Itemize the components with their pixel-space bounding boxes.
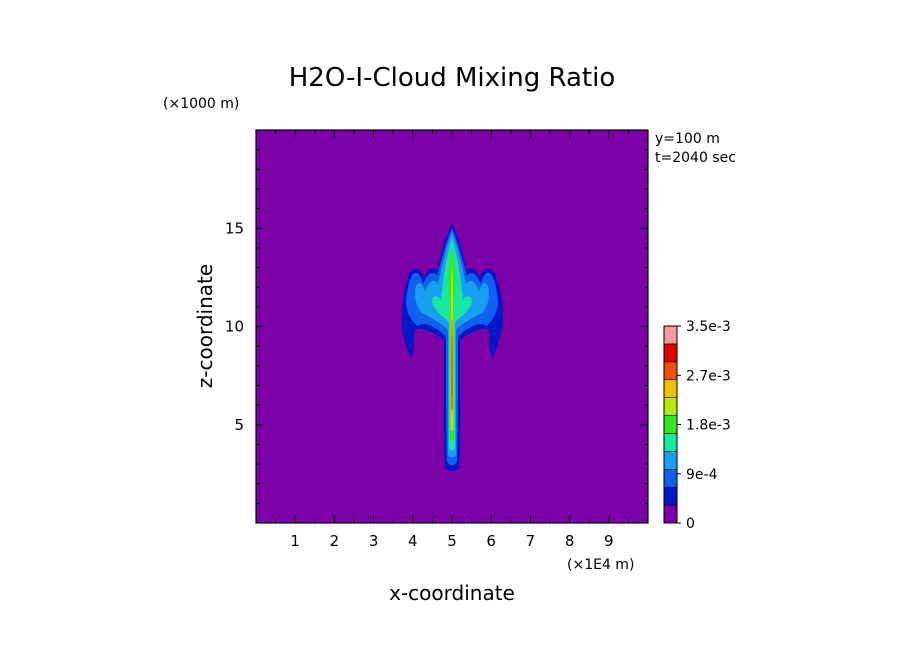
colorbar-tick-label: 9e-4: [686, 467, 718, 483]
y-tick-label: 15: [225, 219, 244, 237]
x-tick-label: 1: [290, 532, 300, 550]
annotation-time: t=2040 sec: [655, 150, 736, 166]
chart-title: H2O-I-Cloud Mixing Ratio: [289, 63, 616, 93]
plot-area: [255, 129, 649, 524]
colorbar-segment: [663, 415, 678, 434]
colorbar-tick-labels: 0 9e-4 1.8e-3 2.7e-3 3.5e-3: [677, 319, 731, 532]
x-tick-label: 9: [604, 532, 614, 550]
x-tick-label: 6: [486, 532, 496, 550]
axis-ticks: [255, 129, 649, 524]
contour-level-9: [451, 335, 453, 395]
x-tick-label: 3: [369, 532, 379, 550]
x-unit-label: (×1E4 m): [567, 557, 634, 573]
colorbar-segment: [663, 325, 678, 345]
x-tick-label: 8: [565, 532, 575, 550]
colorbar-segment: [663, 361, 678, 381]
colorbar-tick-label: 2.7e-3: [686, 368, 731, 384]
colorbar-segment: [663, 504, 678, 524]
colorbar-tick-label: 1.8e-3: [686, 418, 731, 434]
colorbar-tick-label: 0: [686, 516, 695, 532]
y-axis-title: z-coordinate: [193, 264, 217, 388]
y-unit-label: (×1000 m): [163, 96, 239, 112]
y-tick-label: 10: [225, 318, 244, 336]
colorbar-segment: [663, 343, 678, 363]
x-tick-label: 4: [408, 532, 418, 550]
y-tick-labels: 5 10 15: [225, 219, 244, 434]
cloud-contours: [401, 224, 503, 471]
colorbar: [663, 325, 678, 524]
colorbar-segment: [663, 397, 678, 416]
x-tick-labels: 1 2 3 4 5 6 7 8 9: [290, 532, 613, 550]
x-tick-label: 5: [447, 532, 457, 550]
colorbar-segment: [663, 379, 678, 398]
y-tick-label: 5: [234, 416, 244, 434]
colorbar-tick-label: 3.5e-3: [686, 319, 731, 335]
colorbar-segment: [663, 451, 678, 470]
colorbar-segment: [663, 433, 678, 452]
x-tick-label: 7: [526, 532, 536, 550]
colorbar-segment: [663, 468, 678, 488]
x-tick-label: 2: [330, 532, 340, 550]
x-axis-title: x-coordinate: [389, 581, 515, 605]
annotation-y: y=100 m: [655, 131, 720, 147]
colorbar-segment: [663, 486, 678, 506]
